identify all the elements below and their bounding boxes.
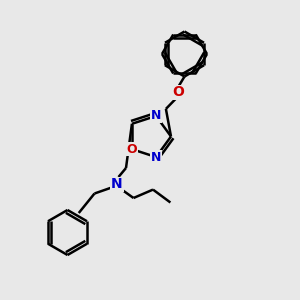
Text: O: O — [172, 85, 184, 99]
Text: N: N — [151, 110, 161, 122]
Text: N: N — [111, 178, 123, 191]
Text: O: O — [127, 143, 137, 156]
Text: N: N — [151, 151, 161, 164]
